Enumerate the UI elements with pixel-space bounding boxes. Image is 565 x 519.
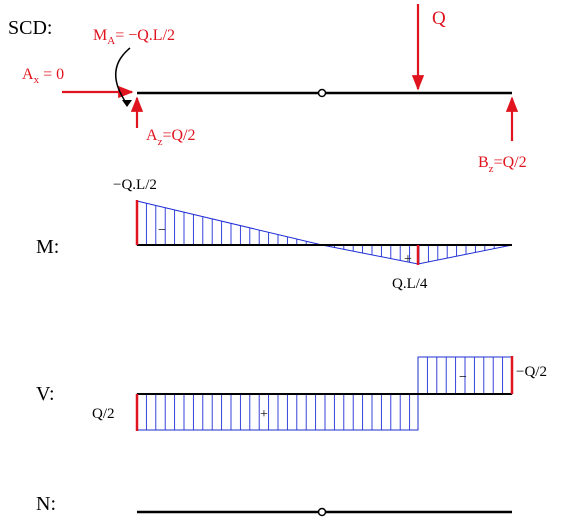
az-rest: =Q/2 <box>162 127 195 144</box>
moment-positive-sign: + <box>404 252 412 267</box>
v-label: V: <box>36 383 55 405</box>
hinge <box>317 88 327 98</box>
m-label: M: <box>36 236 59 258</box>
shear-left-value: Q/2 <box>92 406 115 422</box>
shear-positive-sign: + <box>260 407 268 422</box>
moment-peak-value: Q.L/4 <box>392 276 428 292</box>
ax-label: Ax = 0 <box>22 66 64 86</box>
az-main: A <box>146 127 158 144</box>
ax-main: A <box>22 66 34 83</box>
az-label: Az=Q/2 <box>146 127 195 148</box>
moment-arrowhead <box>122 100 132 107</box>
n-label: N: <box>36 493 56 515</box>
ma-rest: = −Q.L/2 <box>115 27 175 44</box>
bz-sub: z <box>489 163 494 175</box>
ma-sub: A <box>107 35 115 47</box>
az-sub: z <box>158 136 163 148</box>
bz-main: B <box>478 154 489 171</box>
axial-hinge <box>317 507 327 517</box>
moment-left-value: −Q.L/2 <box>113 177 157 193</box>
ax-sub: x <box>34 74 40 86</box>
moment-negative-sign: − <box>158 223 166 238</box>
ma-main: M <box>93 27 107 44</box>
shear-right-value: −Q/2 <box>516 364 547 380</box>
scd-label: SCD: <box>8 17 52 39</box>
bz-rest: =Q/2 <box>494 154 527 171</box>
shear-negative-sign: − <box>459 370 467 385</box>
ma-label: MA= −Q.L/2 <box>93 27 175 47</box>
moment-arc <box>114 47 131 105</box>
bz-label: Bz=Q/2 <box>478 154 527 175</box>
q-load-label: Q <box>432 8 446 29</box>
shear-positive-area <box>136 393 419 431</box>
ax-rest: = 0 <box>39 66 64 83</box>
moment-hatching <box>136 201 505 264</box>
